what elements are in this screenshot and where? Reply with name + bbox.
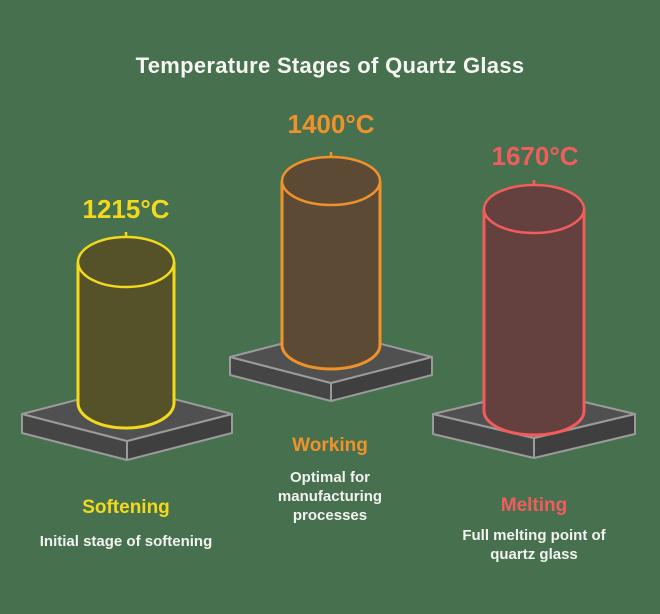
stage-working-label: Working — [292, 435, 368, 456]
cylinder-working-outline — [280, 181, 382, 371]
stage-softening-description: Initial stage of softening — [39, 533, 213, 550]
stage-softening-temperature: 1215°C — [82, 194, 170, 224]
stage-melting-description: Full melting point of quartz glass — [462, 527, 606, 563]
cylinder-melting-body — [484, 209, 584, 435]
cylinder-working-body — [282, 181, 380, 369]
cylinder-melting-outline — [482, 209, 586, 437]
stage-softening-label: Softening — [82, 497, 170, 518]
stage-working-description: Optimal for manufacturing processes — [277, 469, 383, 524]
cylinder-melting-top — [482, 183, 586, 235]
stage-melting-temperature: 1670°C — [491, 141, 579, 171]
stage-working-temperature: 1400°C — [287, 109, 375, 139]
cylinder-softening-body — [78, 262, 174, 428]
cylinder-working-top — [280, 155, 382, 207]
infographic-title: Temperature Stages of Quartz Glass — [135, 53, 525, 78]
cylinder-softening-top — [76, 235, 176, 289]
cylinder-softening-outline — [76, 262, 176, 430]
stage-melting-label: Melting — [500, 495, 568, 516]
